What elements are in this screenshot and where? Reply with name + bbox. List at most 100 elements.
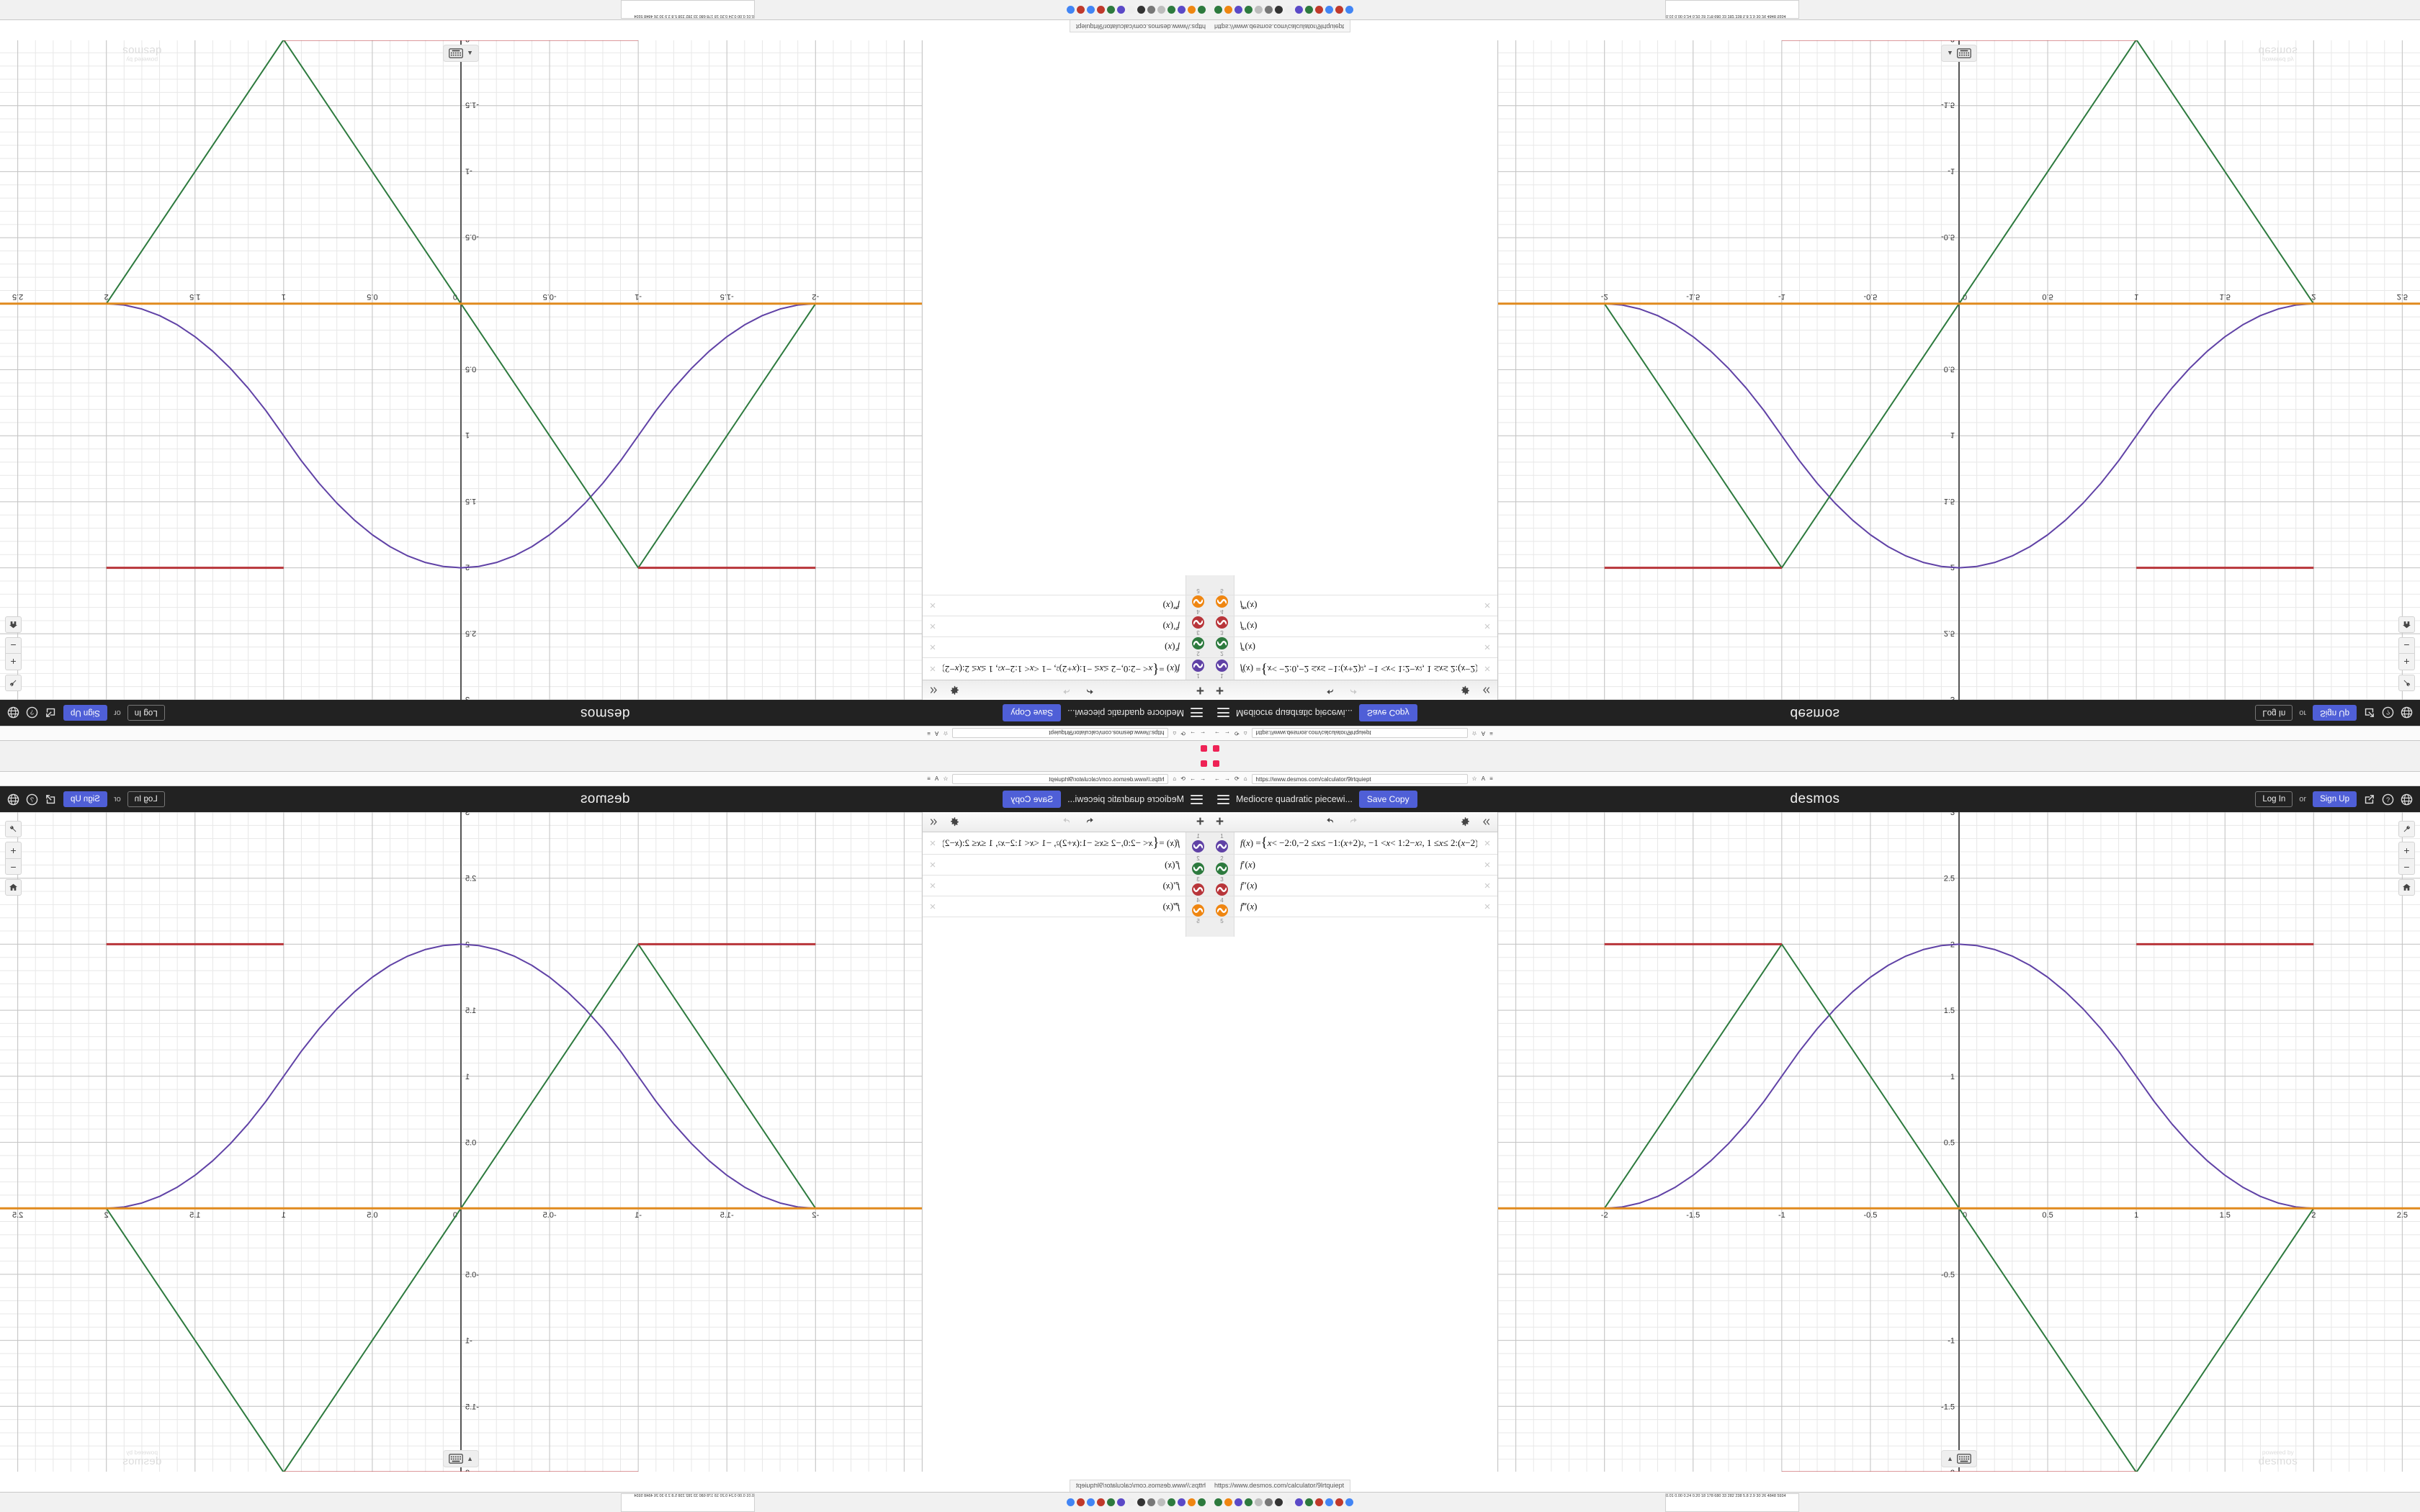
taskbar-app-icon[interactable] — [1325, 6, 1333, 14]
home-icon[interactable] — [2398, 616, 2415, 633]
expression-math[interactable]: f ″(x) — [1162, 880, 1180, 891]
zoom-out-button[interactable]: − — [5, 858, 22, 875]
taskbar-app-icon[interactable] — [1117, 1498, 1125, 1506]
delete-expression-button[interactable] — [1477, 575, 1497, 595]
delete-expression-button[interactable]: × — [929, 620, 936, 633]
zoom-out-button[interactable]: − — [2398, 858, 2415, 875]
delete-expression-button[interactable]: × — [929, 900, 936, 913]
keyboard-toggle-button[interactable]: ▲ — [443, 1450, 479, 1467]
gear-icon[interactable] — [1460, 685, 1471, 696]
taskbar-app-icon[interactable] — [1245, 1498, 1252, 1506]
keyboard-expand-caret[interactable]: ▲ — [1947, 1455, 1953, 1462]
question-icon[interactable]: ? — [26, 707, 38, 719]
taskbar-app-icon[interactable] — [1198, 6, 1206, 14]
back-button[interactable]: ← — [1200, 730, 1206, 737]
taskbar-app-icon[interactable] — [1137, 6, 1145, 14]
redo-arrow-icon[interactable] — [1347, 685, 1358, 696]
delete-expression-button[interactable]: × — [1484, 620, 1491, 633]
expression-row[interactable]: 4 f ‴(x) × — [1210, 896, 1497, 917]
home-button[interactable]: ⌂ — [1243, 730, 1247, 737]
expression-row[interactable]: 2 f ′(x) × — [923, 636, 1210, 657]
share-icon[interactable] — [45, 793, 57, 806]
expression-row[interactable]: 4 f ‴(x) × — [923, 896, 1210, 917]
graph-title[interactable]: Mediocre quadratic piecewi... — [1236, 708, 1353, 718]
delete-expression-button[interactable]: × — [929, 599, 936, 612]
taskbar-app-icon[interactable] — [1224, 1498, 1232, 1506]
graph-title[interactable]: Mediocre quadratic piecewi... — [1236, 794, 1353, 804]
keyboard-icon[interactable] — [449, 1454, 463, 1464]
taskbar-app-icon[interactable] — [1097, 1498, 1105, 1506]
curve-color-swatch[interactable] — [1216, 616, 1228, 629]
expression-math[interactable]: f ‴(x) — [1162, 600, 1180, 611]
expression-math[interactable] — [1234, 575, 1477, 595]
taskbar-app-icon[interactable] — [1198, 1498, 1206, 1506]
taskbar-app-icon[interactable] — [1275, 1498, 1283, 1506]
taskbar-app-icon[interactable] — [1295, 1498, 1303, 1506]
taskbar-app-icon[interactable] — [1345, 1498, 1353, 1506]
expression-row[interactable]: 3 f ″(x) × — [1210, 876, 1497, 896]
zoom-in-button[interactable]: + — [5, 842, 22, 858]
expression-math[interactable]: f ″(x) — [1240, 621, 1258, 632]
taskbar-app-icon[interactable] — [1127, 1498, 1135, 1506]
undo-arrow-icon[interactable] — [1083, 685, 1094, 696]
keyboard-icon[interactable] — [1957, 48, 1971, 58]
expression-row-empty[interactable]: 5 — [923, 575, 1210, 595]
taskbar-app-icon[interactable] — [1224, 6, 1232, 14]
expression-math[interactable]: f(x) = {x < −2:0, −2 ≤ x ≤ −1:(x +2) 2, −1… — [943, 835, 1180, 850]
expression-math[interactable]: f(x) = {x < −2:0, −2 ≤ x ≤ −1:(x +2) 2, −1… — [1240, 835, 1477, 850]
add-expression-button[interactable]: + — [1196, 683, 1204, 698]
expression-math[interactable]: f ‴(x) — [1240, 901, 1258, 912]
delete-expression-button[interactable] — [1477, 917, 1497, 937]
zoom-in-button[interactable]: + — [5, 654, 22, 670]
save-copy-button[interactable]: Save Copy — [1358, 704, 1417, 721]
delete-expression-button[interactable]: × — [929, 837, 936, 850]
keyboard-expand-caret[interactable]: ▲ — [467, 1455, 473, 1462]
bookmark-star-icon[interactable]: ☆ — [1471, 730, 1477, 737]
redo-arrow-icon[interactable] — [1062, 816, 1073, 827]
taskbar-app-icon[interactable] — [1147, 1498, 1155, 1506]
graph-plot[interactable]: -2 -1.5 -1 -0.5 0 0.5 1 1.5 2 2.5 -2 -1.5 -1 -0.5 0.5 1… — [1498, 812, 2420, 1472]
globe-icon[interactable] — [7, 707, 19, 719]
redo-arrow-icon[interactable] — [1347, 816, 1358, 827]
save-copy-button[interactable]: Save Copy — [1003, 791, 1062, 808]
curve-color-swatch[interactable] — [1192, 660, 1204, 672]
taskbar-app-icon[interactable] — [1137, 1498, 1145, 1506]
taskbar-app-icon[interactable] — [1117, 6, 1125, 14]
delete-expression-button[interactable]: × — [1484, 641, 1491, 654]
address-bar[interactable]: https://www.desmos.com/calculator/9lrtqu… — [1251, 773, 1468, 784]
home-button[interactable]: ⌂ — [1173, 730, 1177, 737]
taskbar-app-icon[interactable] — [1214, 6, 1222, 14]
save-copy-button[interactable]: Save Copy — [1003, 704, 1062, 721]
keyboard-icon[interactable] — [449, 48, 463, 58]
expression-math[interactable] — [943, 917, 1186, 937]
browser-menu-icon[interactable]: ≡ — [927, 775, 931, 782]
sign-up-button[interactable]: Sign Up — [63, 791, 107, 807]
redo-arrow-icon[interactable] — [1062, 685, 1073, 696]
bookmark-star-icon[interactable]: ☆ — [1471, 775, 1477, 782]
graph-canvas[interactable]: -2 -1.5 -1 -0.5 0 0.5 1 1.5 2 2.5 -2 -1.5 -1 -0.5 0.5 1… — [1498, 40, 2420, 700]
curve-color-swatch[interactable] — [1192, 616, 1204, 629]
expression-row[interactable]: 2 f ′(x) × — [1210, 855, 1497, 876]
taskbar-app-icon[interactable] — [1157, 6, 1165, 14]
graph-plot[interactable]: -2 -1.5 -1 -0.5 0 0.5 1 1.5 2 2.5 -2 -1.5 -1 -0.5 0.5 1… — [1498, 40, 2420, 700]
taskbar-app-icon[interactable] — [1295, 6, 1303, 14]
sign-up-button[interactable]: Sign Up — [2313, 791, 2357, 807]
taskbar-app-icon[interactable] — [1188, 1498, 1196, 1506]
curve-color-swatch[interactable] — [1192, 595, 1204, 608]
hamburger-icon[interactable] — [1217, 794, 1229, 804]
keyboard-expand-caret[interactable]: ▲ — [467, 50, 473, 57]
curve-color-swatch[interactable] — [1216, 904, 1228, 917]
globe-icon[interactable] — [7, 793, 19, 806]
delete-expression-button[interactable]: × — [929, 858, 936, 871]
taskbar-app-icon[interactable] — [1087, 1498, 1095, 1506]
graph-title[interactable]: Mediocre quadratic piecewi... — [1067, 708, 1184, 718]
zoom-in-button[interactable]: + — [2398, 842, 2415, 858]
taskbar-app-icon[interactable] — [1255, 6, 1263, 14]
taskbar-app-icon[interactable] — [1285, 6, 1293, 14]
expression-row[interactable]: 4 f ‴(x) × — [923, 595, 1210, 616]
delete-expression-button[interactable]: × — [1484, 879, 1491, 892]
expression-row[interactable]: 1 f(x) = {x < −2:0, −2 ≤ x ≤ −1:(x +2) 2, … — [923, 832, 1210, 855]
delete-expression-button[interactable]: × — [1484, 662, 1491, 675]
undo-arrow-icon[interactable] — [1326, 685, 1337, 696]
undo-arrow-icon[interactable] — [1326, 816, 1337, 827]
